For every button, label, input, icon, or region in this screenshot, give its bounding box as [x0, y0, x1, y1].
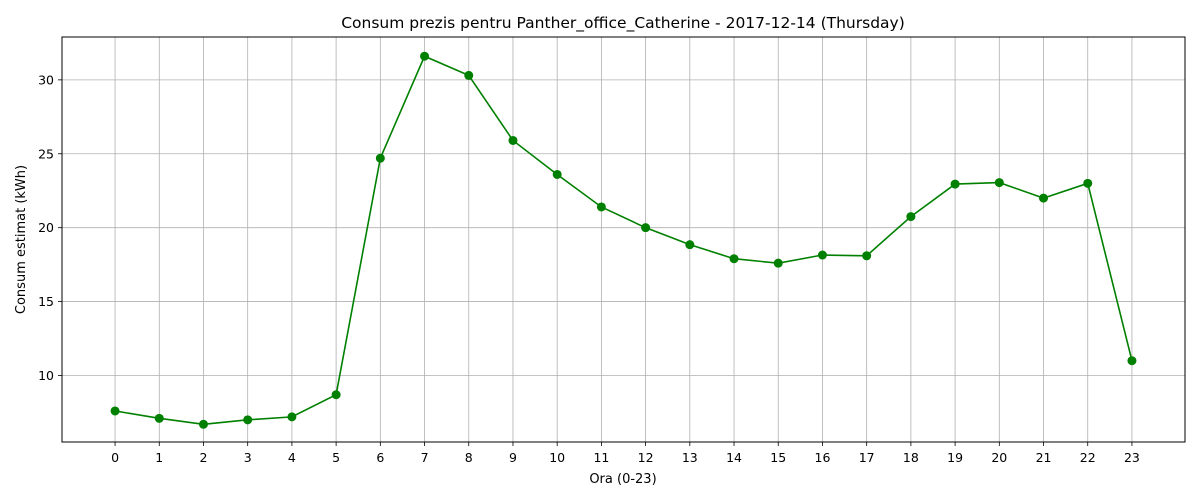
data-point [1083, 178, 1093, 188]
y-tick-label: 30 [38, 72, 54, 87]
data-point [464, 70, 474, 80]
data-point [729, 254, 739, 264]
data-point [1039, 193, 1049, 203]
x-tick-label: 3 [244, 450, 252, 465]
data-point [994, 178, 1004, 188]
x-axis-label: Ora (0-23) [589, 472, 656, 487]
data-point [552, 169, 562, 179]
data-point [862, 251, 872, 261]
y-axis: 10 15 20 25 30 [38, 72, 62, 383]
data-point [906, 212, 916, 222]
data-point [110, 406, 120, 416]
x-tick-label: 14 [726, 450, 742, 465]
y-tick-label: 15 [38, 294, 54, 309]
x-tick-label: 1 [155, 450, 163, 465]
data-point [154, 413, 164, 423]
y-tick-label: 25 [38, 146, 54, 161]
x-tick-label: 4 [288, 450, 296, 465]
x-tick-label: 17 [859, 450, 875, 465]
data-point [375, 153, 385, 163]
y-tick-label: 20 [38, 220, 54, 235]
x-tick-label: 5 [332, 450, 340, 465]
chart-title: Consum prezis pentru Panther_office_Cath… [341, 14, 905, 33]
x-tick-label: 16 [815, 450, 831, 465]
x-tick-label: 22 [1080, 450, 1096, 465]
data-point [420, 51, 430, 61]
x-tick-label: 15 [770, 450, 786, 465]
data-point [641, 223, 651, 233]
x-tick-label: 11 [593, 450, 609, 465]
x-tick-label: 9 [509, 450, 517, 465]
x-tick-label: 6 [376, 450, 384, 465]
x-tick-label: 12 [638, 450, 654, 465]
data-point [287, 412, 297, 422]
data-point [243, 415, 253, 425]
x-tick-label: 19 [947, 450, 963, 465]
x-tick-label: 8 [465, 450, 473, 465]
x-tick-label: 18 [903, 450, 919, 465]
x-tick-label: 2 [200, 450, 208, 465]
x-tick-label: 10 [549, 450, 565, 465]
x-tick-label: 21 [1036, 450, 1052, 465]
y-tick-label: 10 [38, 368, 54, 383]
data-point [685, 240, 695, 250]
series-layer [110, 51, 1137, 429]
data-point [331, 390, 341, 400]
grid [62, 37, 1185, 442]
x-tick-label: 0 [111, 450, 119, 465]
x-tick-label: 13 [682, 450, 698, 465]
series-line [114, 55, 1133, 426]
data-point [773, 258, 783, 268]
data-point [817, 250, 827, 260]
data-point [1127, 356, 1137, 366]
x-tick-label: 7 [421, 450, 429, 465]
x-tick-label: 23 [1124, 450, 1140, 465]
data-point [198, 419, 208, 429]
data-point [508, 135, 518, 145]
x-tick-label: 20 [991, 450, 1007, 465]
data-point [950, 179, 960, 189]
plot-frame [61, 36, 1186, 443]
data-point [596, 202, 606, 212]
y-axis-label: Consum estimat (kWh) [14, 165, 29, 314]
x-axis: 0 1 2 3 4 5 6 7 8 9 10 11 12 13 14 15 16 17 18 19 20 21 22 23 [111, 442, 1140, 465]
